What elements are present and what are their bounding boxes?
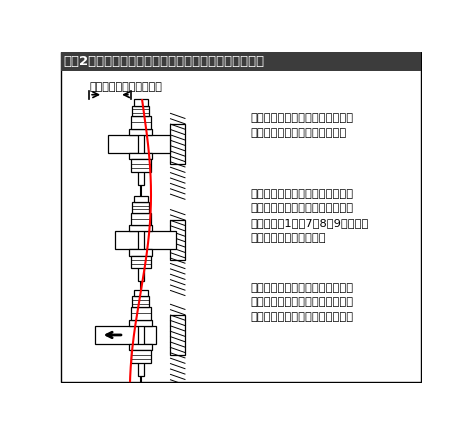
Bar (133, 296, 149, 307)
Bar (139, 104, 144, 185)
Bar (131, 212, 151, 225)
Bar (109, 135, 170, 153)
Bar (129, 319, 152, 326)
Bar (131, 350, 151, 362)
Bar (61, 52, 421, 71)
Text: 左図は軸直角方向の繰り返し外力
によるゆるみを図解したもの。: 左図は軸直角方向の繰り返し外力 によるゆるみを図解したもの。 (251, 113, 354, 138)
Text: したがって、移送まえのねじ部の
増す締めと移設後のねじ部のゆる
み状態の確認・増す締めが必要。: したがって、移送まえのねじ部の 増す締めと移設後のねじ部のゆる み状態の確認・増… (251, 283, 354, 322)
Bar (129, 249, 152, 256)
Text: 【図2】軸直角方向の繰り返し外力によるゆるみモデル: 【図2】軸直角方向の繰り返し外力によるゆるみモデル (64, 55, 265, 68)
Bar (139, 295, 144, 376)
Bar (139, 200, 144, 281)
Bar (131, 116, 151, 129)
Bar (133, 202, 149, 212)
Bar (133, 105, 149, 116)
Bar (134, 99, 148, 105)
Text: 自動機などを運搬車で長距離移送
したのちに多発するねじ部のゆる
みは、【表1】の7、8、9が複合し
て働くことによるもの。: 自動機などを運搬車で長距離移送 したのちに多発するねじ部のゆる みは、【表1】の… (251, 189, 369, 243)
Text: 外力による部品の変位幅: 外力による部品の変位幅 (89, 83, 162, 92)
Bar (131, 307, 151, 319)
Bar (131, 160, 151, 172)
Bar (94, 326, 156, 344)
Bar (170, 124, 186, 164)
Bar (134, 290, 148, 296)
Bar (170, 220, 186, 260)
Bar (129, 225, 152, 231)
Bar (134, 196, 148, 202)
Bar (129, 344, 152, 350)
Bar (170, 315, 186, 355)
Bar (131, 256, 151, 268)
Bar (129, 129, 152, 135)
Bar (129, 153, 152, 160)
Bar (115, 231, 176, 249)
